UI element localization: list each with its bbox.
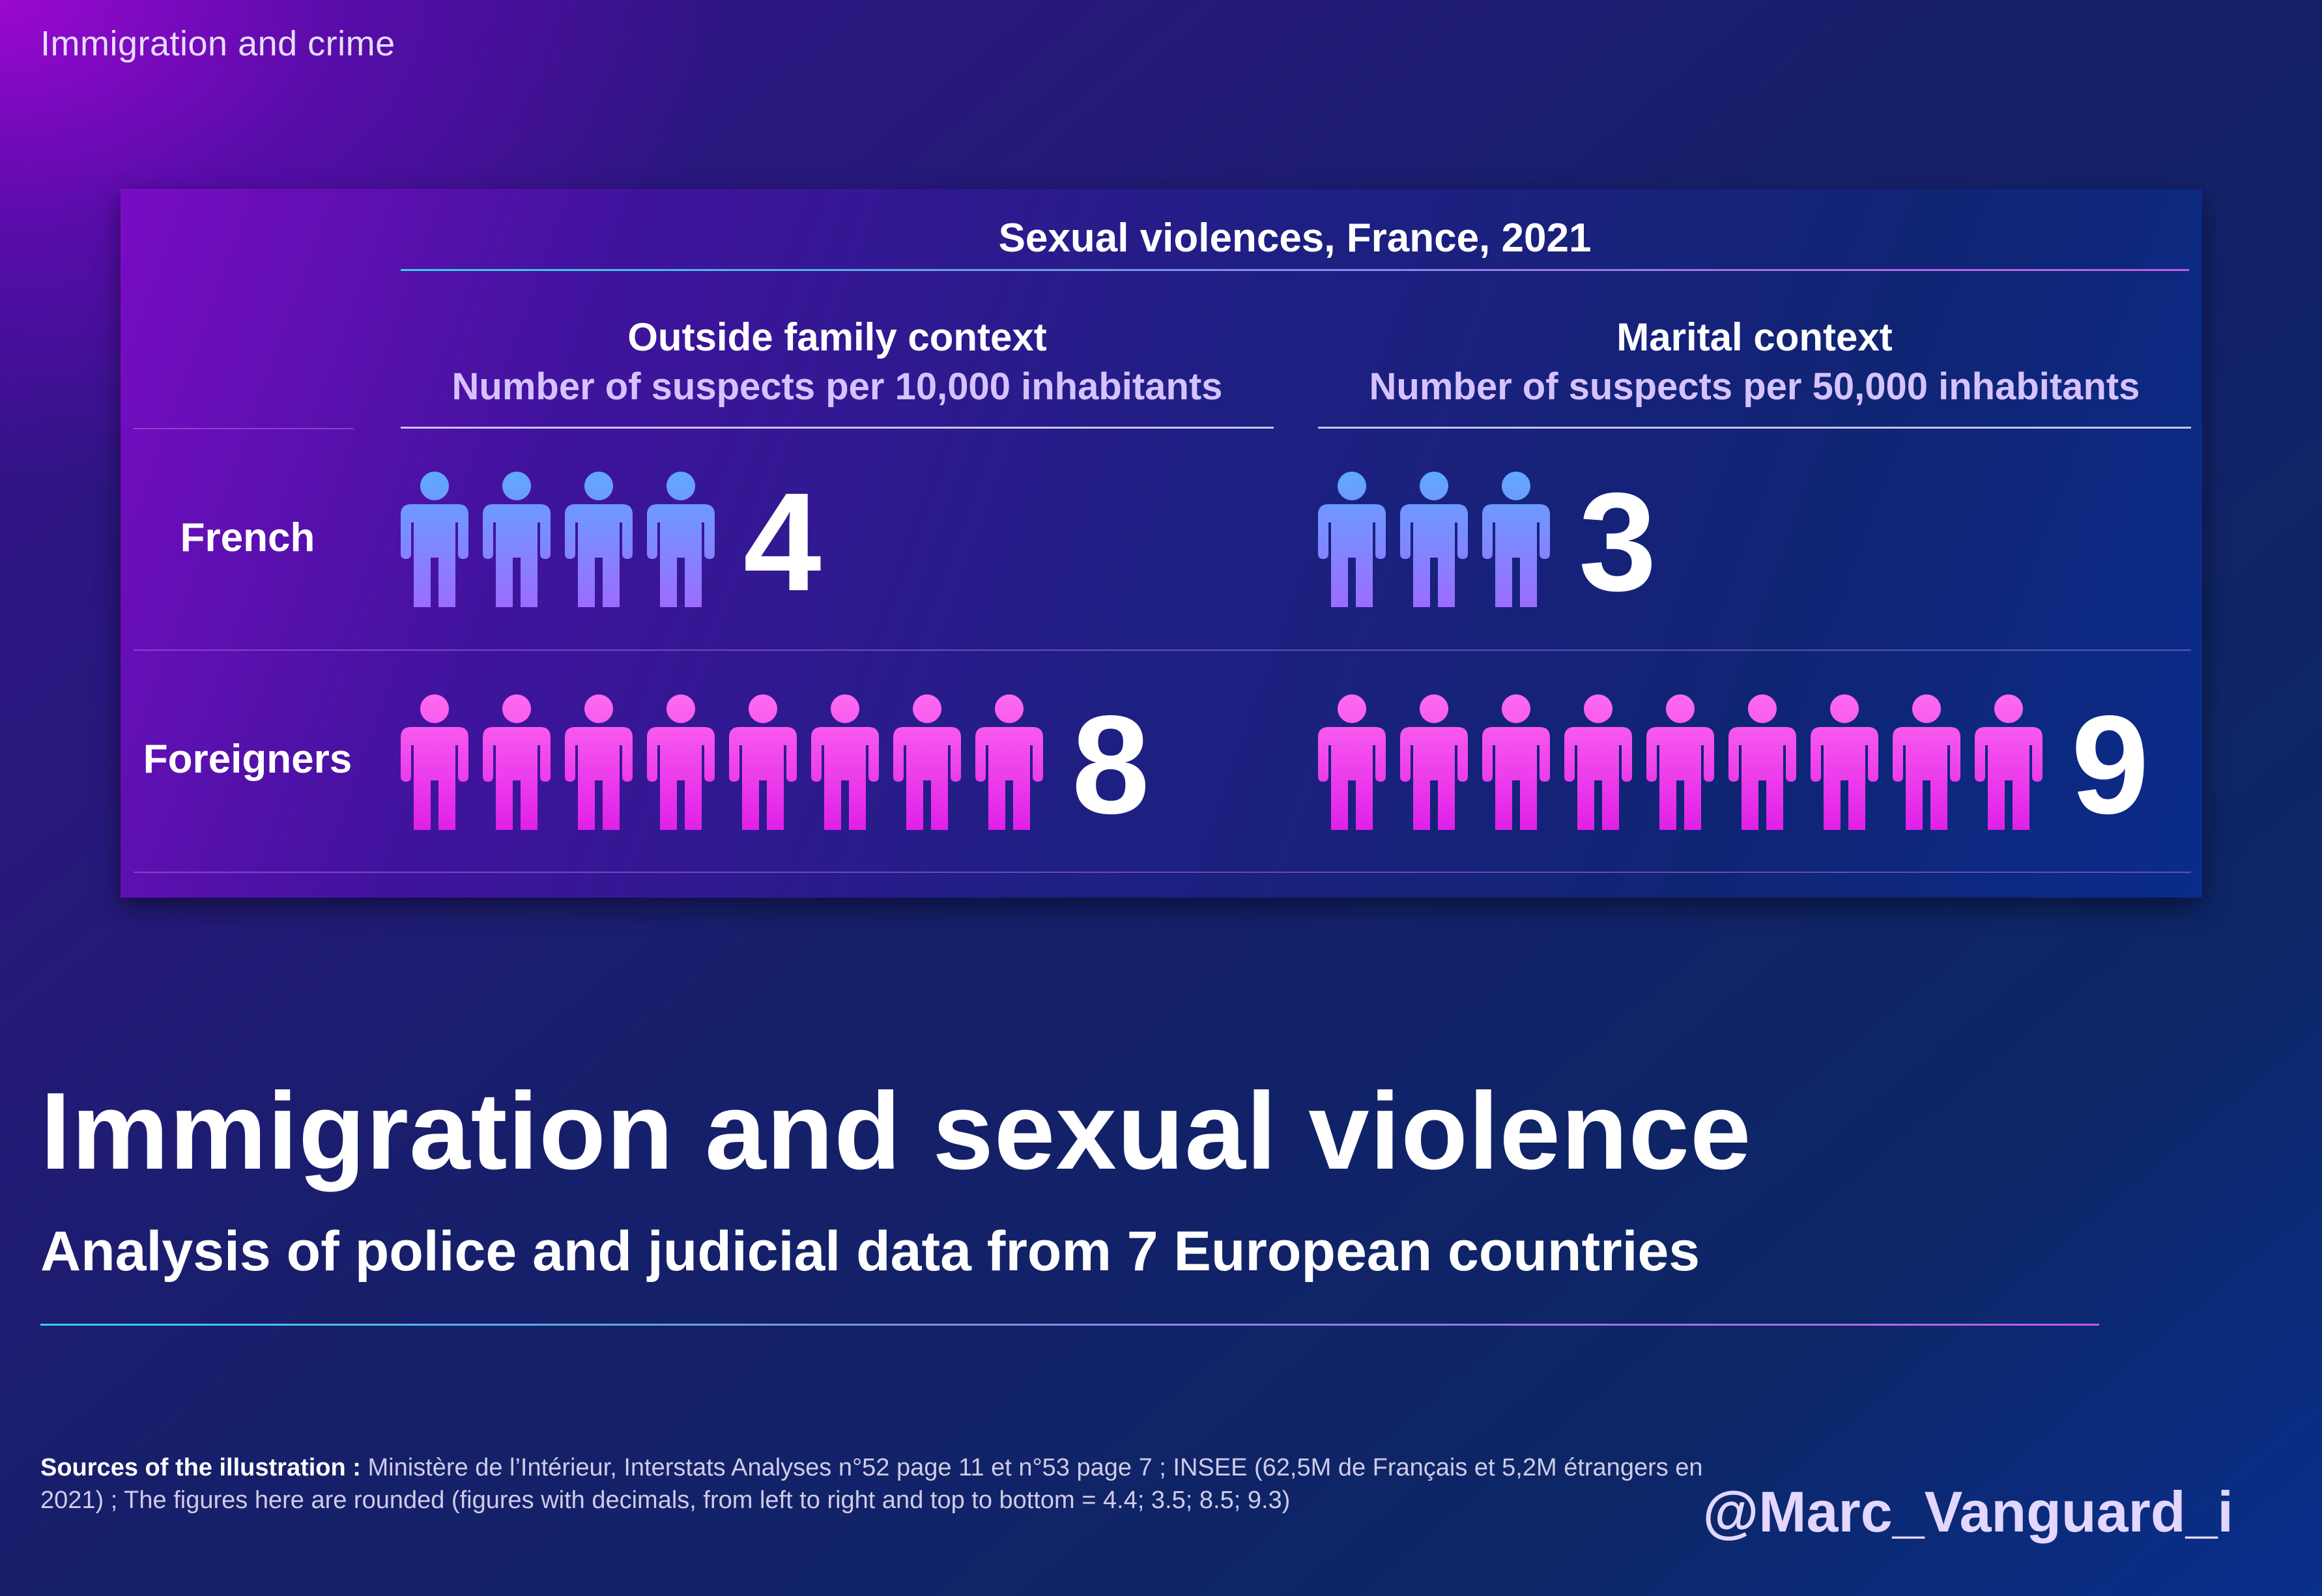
person-icon: [811, 694, 879, 830]
person-icon: [1318, 694, 1386, 830]
value-label-foreigners-marital: 9: [2071, 686, 2149, 843]
page-kicker: Immigration and crime: [40, 24, 395, 63]
column-header-marital: Marital context Number of suspects per 5…: [1318, 313, 2191, 412]
person-icon: [565, 694, 633, 830]
person-icon: [893, 694, 961, 830]
person-icon: [975, 694, 1043, 830]
person-icon: [1728, 694, 1796, 830]
person-icon: [1482, 472, 1550, 607]
value-label-french-outside-family: 4: [743, 463, 822, 620]
person-icon: [1975, 694, 2042, 830]
column-title: Outside family context: [627, 315, 1047, 359]
person-icon: [1400, 472, 1468, 607]
person-icon: [1482, 694, 1550, 830]
person-icon: [1564, 694, 1632, 830]
column-title: Marital context: [1616, 315, 1893, 359]
pictogram-french-marital: [1318, 472, 1550, 607]
person-icon: [1318, 472, 1386, 607]
column-rule-right: [1318, 427, 2191, 429]
person-icon: [647, 694, 715, 830]
sources-label: Sources of the illustration :: [40, 1454, 361, 1481]
row-divider: [134, 872, 2191, 873]
column-subtitle: Number of suspects per 10,000 inhabitant…: [452, 365, 1223, 408]
person-icon: [483, 694, 551, 830]
author-handle: @Marc_Vanguard_i: [1702, 1479, 2233, 1544]
person-icon: [647, 472, 715, 607]
pictogram-foreigners-marital: [1318, 694, 2042, 830]
value-label-foreigners-outside-family: 8: [1072, 686, 1150, 843]
chart-title: Sexual violences, France, 2021: [998, 216, 1592, 261]
column-rule-left: [401, 427, 1274, 429]
page-subtitle: Analysis of police and judicial data fro…: [40, 1220, 1700, 1283]
person-icon: [729, 694, 797, 830]
value-label-french-marital: 3: [1579, 463, 1657, 620]
row-divider: [134, 428, 354, 429]
person-icon: [401, 694, 468, 830]
row-label-foreigners: Foreigners: [143, 737, 352, 782]
person-icon: [1811, 694, 1878, 830]
person-icon: [483, 472, 551, 607]
row-label-french: French: [180, 515, 315, 560]
pictogram-foreigners-outside-family: [401, 694, 1043, 830]
row-divider: [134, 649, 2191, 651]
person-icon: [565, 472, 633, 607]
person-icon: [1400, 694, 1468, 830]
person-icon: [1646, 694, 1714, 830]
column-subtitle: Number of suspects per 50,000 inhabitant…: [1369, 365, 2140, 408]
pictogram-french-outside-family: [401, 472, 715, 607]
person-icon: [1893, 694, 1960, 830]
sources-note: Sources of the illustration : Ministère …: [40, 1451, 1708, 1517]
sources-text: Ministère de l’Intérieur, Interstats Ana…: [40, 1454, 1703, 1514]
person-icon: [401, 472, 468, 607]
chart-panel: Sexual violences, France, 2021 Outside f…: [121, 189, 2202, 898]
page-title: Immigration and sexual violence: [40, 1070, 1752, 1192]
subtitle-rule: [40, 1324, 2099, 1326]
column-header-outside-family: Outside family context Number of suspect…: [401, 313, 1274, 412]
title-rule: [401, 269, 2189, 271]
